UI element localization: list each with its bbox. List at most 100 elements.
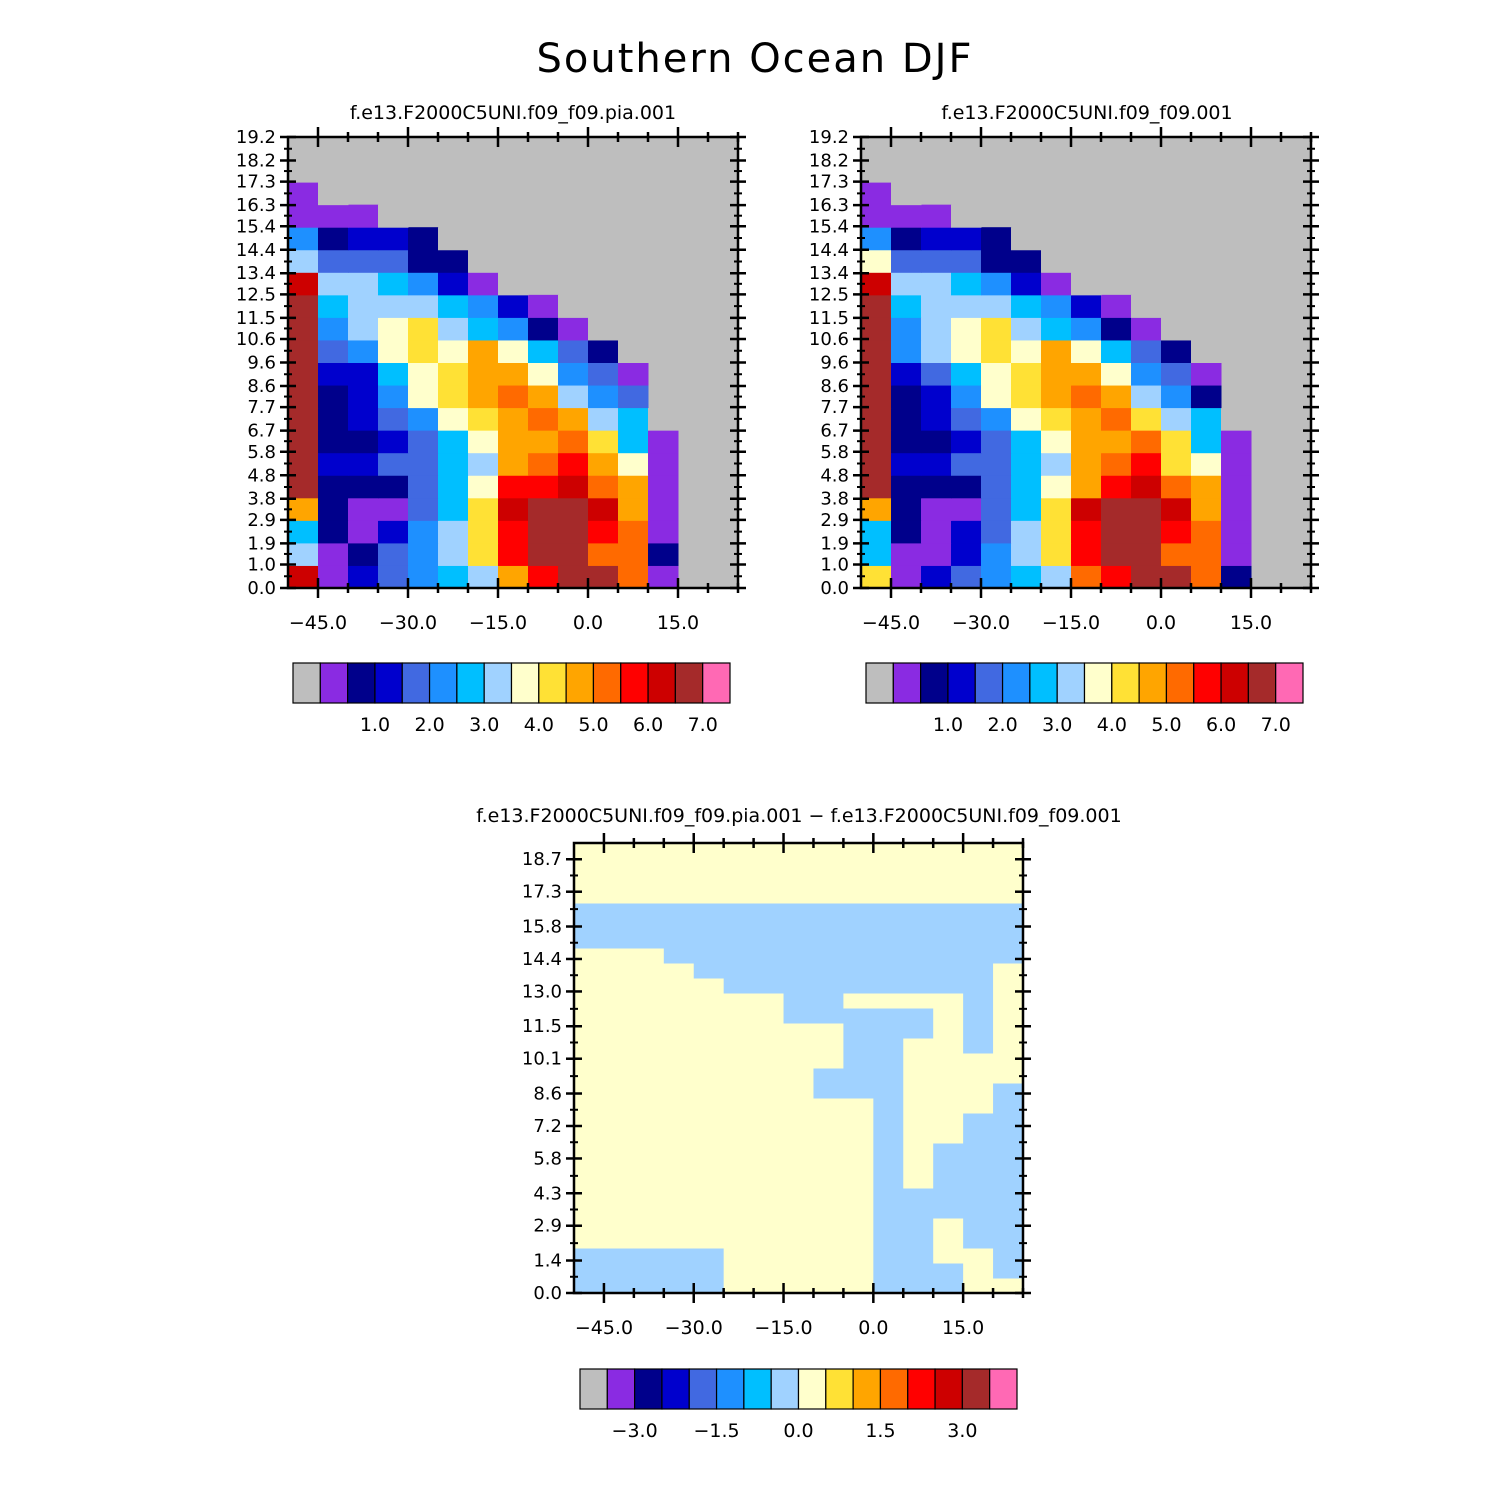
heatmap-cell [753,1113,785,1129]
panel-difference-colorbar-label: 3.0 [947,1420,977,1442]
heatmap-cell [921,227,952,251]
heatmap-cell [618,565,649,589]
heatmap-cell [633,903,665,919]
heatmap-cell [603,1218,635,1234]
panel-pia-colorbar-label: 4.0 [524,714,554,736]
heatmap-cell [528,475,559,499]
heatmap-cell [1191,362,1222,386]
heatmap-cell [693,1203,725,1219]
heatmap-cell [528,497,559,521]
heatmap-cell [408,362,439,386]
heatmap-cell [921,294,952,318]
heatmap-cell [1131,565,1162,589]
heatmap-cell [963,1158,994,1174]
heatmap-cell [903,903,934,919]
heatmap-cell [843,993,874,1009]
heatmap-cell [693,1053,725,1069]
heatmap-cell [783,888,814,904]
heatmap-cell [603,1053,635,1069]
heatmap-cell [723,1263,755,1279]
heatmap-cell [1041,249,1072,273]
heatmap-cell [348,385,379,409]
panel-pia-colorbar-label: 6.0 [633,714,663,736]
heatmap-cell [753,843,785,859]
figure-title: Southern Ocean DJF [537,36,974,82]
heatmap-cell [1101,475,1132,499]
heatmap-cell [873,1128,904,1144]
heatmap-cell [588,497,619,521]
heatmap-cell [921,272,952,296]
heatmap-cell [843,1203,874,1219]
heatmap-cell [1191,497,1222,521]
heatmap-cell [693,1263,725,1279]
heatmap-cell [693,888,725,904]
heatmap-cell [318,407,349,431]
heatmap-cell [981,227,1012,251]
heatmap-cell [288,227,319,251]
heatmap-cell [574,918,605,934]
panel-control-ytick-label: 1.0 [820,555,849,576]
heatmap-cell [348,407,379,431]
heatmap-cell [693,933,725,949]
heatmap-cell [1071,272,1102,296]
heatmap-cell [783,1038,814,1054]
heatmap-cell [288,565,319,589]
heatmap-cell [963,903,994,919]
panel-difference-xtick-label: −30.0 [665,1317,723,1339]
heatmap-cell [498,542,529,566]
heatmap-cell [663,1023,695,1039]
heatmap-cell [783,1113,814,1129]
heatmap-cell [753,1188,785,1204]
heatmap-cell [588,565,619,589]
heatmap-cell [993,1038,1024,1054]
heatmap-cell [318,565,349,589]
heatmap-cell [981,542,1012,566]
heatmap-cell [753,858,785,874]
panel-control-ytick-label: 13.4 [809,263,849,284]
heatmap-cell [318,227,349,251]
heatmap-cell [498,452,529,476]
panel-pia-colorbar-box [538,662,567,704]
heatmap-cell [408,497,439,521]
heatmap-cell [723,963,755,979]
panel-control-xtick-label: 15.0 [1230,612,1272,634]
heatmap-cell [588,339,619,363]
panel-control-ytick-label: 6.7 [820,421,849,442]
heatmap-cell [378,204,409,228]
heatmap-cell [1191,452,1222,476]
heatmap-cell [843,1218,874,1234]
heatmap-cell [1161,317,1192,341]
heatmap-cell [891,385,922,409]
heatmap-cell [903,1023,934,1039]
heatmap-cell [693,1023,725,1039]
panel-control-ytick-label: 0.0 [820,578,849,599]
panel-pia-ytick-label: 17.3 [236,172,276,193]
heatmap-cell [753,993,785,1009]
panel-pia-colorbar-label: 5.0 [578,714,608,736]
heatmap-cell [378,565,409,589]
panel-control-ytick-label: 14.4 [809,240,849,261]
heatmap-cell [981,497,1012,521]
heatmap-cell [1071,475,1102,499]
heatmap-cell [603,858,635,874]
heatmap-cell [921,249,952,273]
heatmap-cell [633,1083,665,1099]
heatmap-cell [663,1278,695,1294]
heatmap-cell [873,1263,904,1279]
heatmap-cell [753,1023,785,1039]
heatmap-cell [861,159,892,183]
heatmap-cell [588,362,619,386]
heatmap-cell [588,317,619,341]
heatmap-cell [861,407,892,431]
heatmap-cell [603,978,635,994]
heatmap-cell [861,452,892,476]
heatmap-cell [408,385,439,409]
heatmap-cell [723,1038,755,1054]
heatmap-cell [891,430,922,454]
heatmap-cell [861,520,892,544]
heatmap-cell [633,1143,665,1159]
heatmap-cell [861,339,892,363]
heatmap-cell [903,963,934,979]
heatmap-cell [618,497,649,521]
heatmap-cell [1071,317,1102,341]
